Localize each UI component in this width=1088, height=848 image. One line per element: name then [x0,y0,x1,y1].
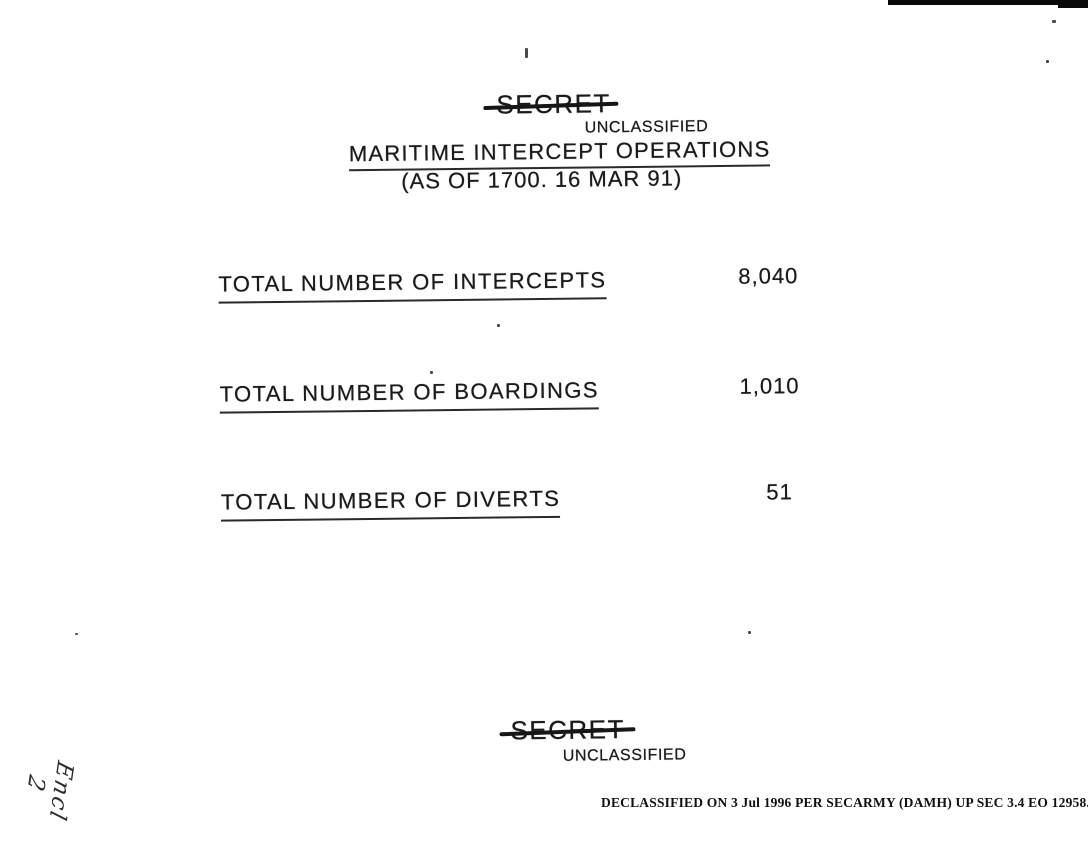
top-unclassified-stamp: UNCLASSIFIED [584,118,709,137]
scan-speck [525,48,528,58]
stat-value: 51 [766,479,793,505]
bottom-unclassified-stamp: UNCLASSIFIED [562,746,687,765]
as-of-date-line: (AS OF 1700. 16 MAR 91) [401,165,683,194]
stat-row-diverts: TOTAL NUMBER OF DIVERTS 51 [1,479,1088,522]
stat-value: 1,010 [739,373,800,399]
scan-speck [497,324,500,327]
scan-speck [1046,60,1049,63]
stat-label: TOTAL NUMBER OF INTERCEPTS [218,267,607,304]
handwritten-enclosure-note: Encl 2 [21,758,78,825]
scan-speck [1052,20,1056,23]
scan-speck [75,633,78,635]
scan-edge-bar [888,0,1060,5]
scan-speck [748,631,751,634]
stat-row-intercepts: TOTAL NUMBER OF INTERCEPTS 8,040 [0,262,1086,304]
stat-label: TOTAL NUMBER OF DIVERTS [220,485,561,522]
scan-edge-bar-end [1058,0,1088,8]
stat-row-boardings: TOTAL NUMBER OF BOARDINGS 1,010 [0,372,1087,414]
scan-speck [430,371,433,374]
stat-label: TOTAL NUMBER OF BOARDINGS [219,377,600,414]
declassification-stamp: DECLASSIFIED ON 3 Jul 1996 PER SECARMY (… [601,795,1088,810]
stat-value: 8,040 [738,263,799,289]
